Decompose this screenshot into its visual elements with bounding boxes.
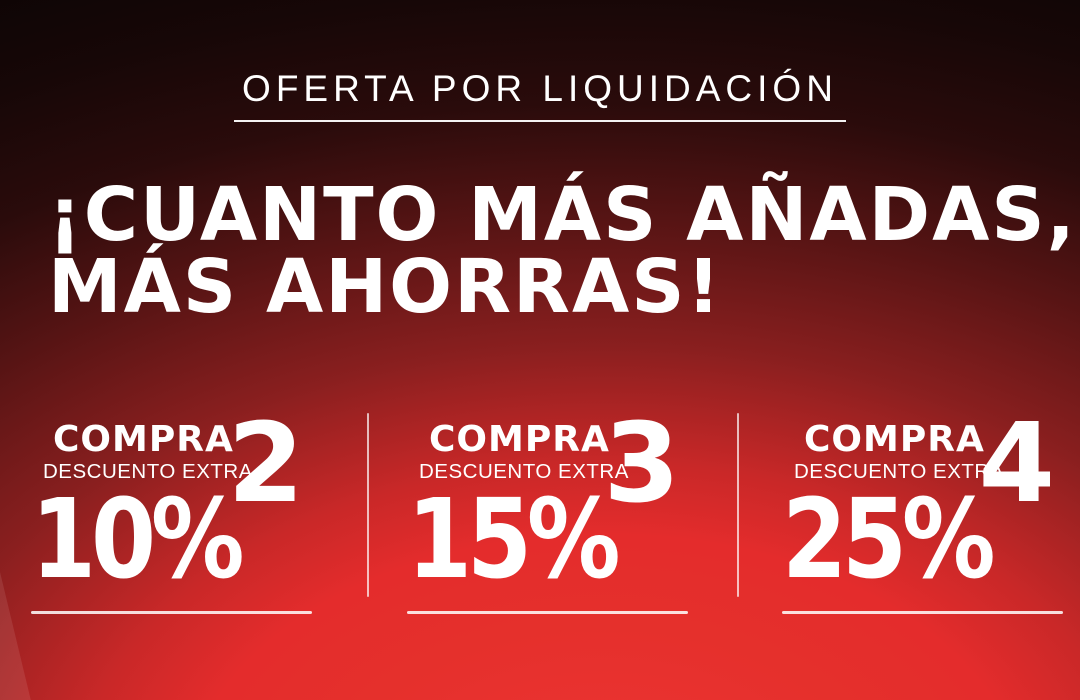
offer-buy-2: COMPRA DESCUENTO EXTRA 2 10% <box>31 408 312 621</box>
offer-underline <box>31 611 312 614</box>
column-divider <box>737 413 739 597</box>
offer-discount-label: DESCUENTO EXTRA <box>794 459 1004 483</box>
offer-discount-label: DESCUENTO EXTRA <box>419 459 629 483</box>
eyebrow-title: OFERTA POR LIQUIDACIÓN <box>234 70 846 122</box>
offer-discount-label: DESCUENTO EXTRA <box>43 459 253 483</box>
headline: ¡CUANTO MÁS AÑADAS, MÁS AHORRAS! <box>48 172 1077 330</box>
eyebrow-row: OFERTA POR LIQUIDACIÓN <box>0 70 1080 122</box>
offer-action-label: COMPRA <box>53 419 234 460</box>
headline-line1: ¡CUANTO MÁS AÑADAS, <box>48 172 1077 258</box>
offer-quantity: 3 <box>603 399 680 527</box>
offer-action-label: COMPRA <box>429 419 610 460</box>
offer-discount-value: 10% <box>31 475 245 604</box>
offer-discount-value: 25% <box>782 475 996 604</box>
offer-action-label: COMPRA <box>804 419 985 460</box>
offer-buy-3: COMPRA DESCUENTO EXTRA 3 15% <box>407 408 688 621</box>
column-divider <box>367 413 369 597</box>
offer-underline <box>782 611 1063 614</box>
offer-buy-4: COMPRA DESCUENTO EXTRA 4 25% <box>782 408 1063 621</box>
headline-line2: MÁS AHORRAS! <box>48 243 723 330</box>
offer-quantity: 4 <box>978 399 1055 527</box>
offer-discount-value: 15% <box>407 475 621 604</box>
offer-quantity: 2 <box>227 399 304 527</box>
offer-underline <box>407 611 688 614</box>
